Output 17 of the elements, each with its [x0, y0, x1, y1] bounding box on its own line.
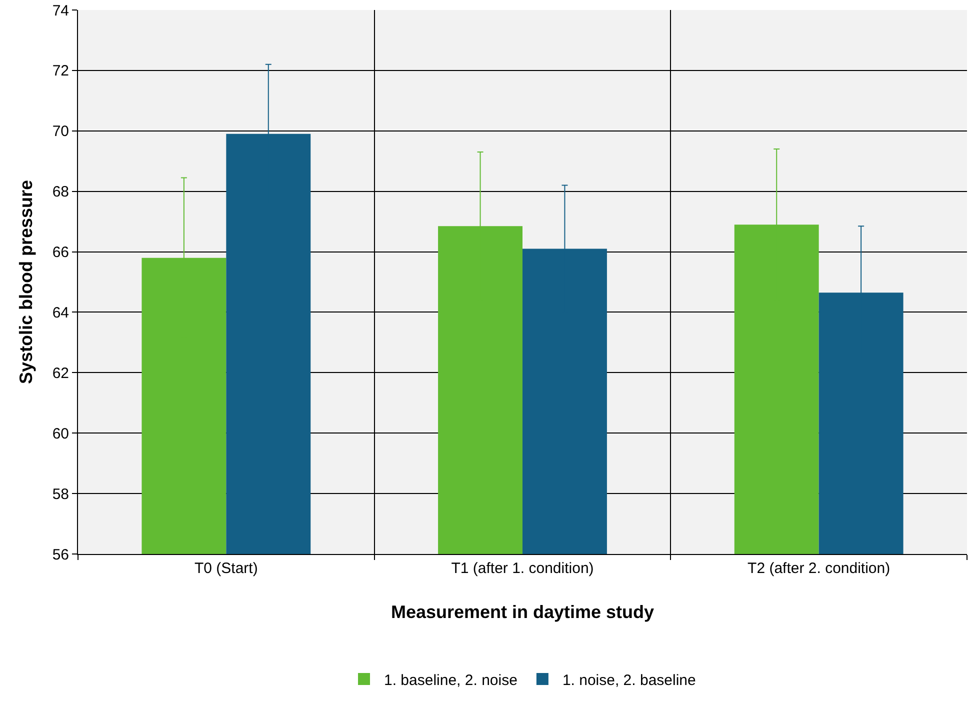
x-axis-title: Measurement in daytime study [390, 602, 654, 622]
x-tick-label: T2 (after 2. condition) [748, 560, 890, 577]
y-tick-label: 68 [52, 184, 69, 201]
y-tick-label: 58 [52, 486, 69, 503]
y-tick-label: 64 [52, 304, 69, 322]
y-tick-label: 72 [52, 62, 69, 80]
y-tick-label: 60 [52, 425, 69, 442]
y-tick-label: 74 [52, 2, 69, 20]
y-tick-label: 66 [52, 244, 69, 262]
legend-label: 1. noise, 2. baseline [562, 672, 696, 689]
y-tick-label: 56 [52, 546, 69, 564]
y-tick-label: 62 [52, 364, 69, 382]
y-tick-label: 70 [52, 123, 69, 140]
y-axis-title: Systolic blood pressure [16, 180, 36, 384]
legend-label: 1. baseline, 2. noise [384, 672, 518, 689]
x-tick-label: T0 (Start) [194, 560, 258, 577]
x-tick-label: T1 (after 1. condition) [451, 560, 594, 577]
